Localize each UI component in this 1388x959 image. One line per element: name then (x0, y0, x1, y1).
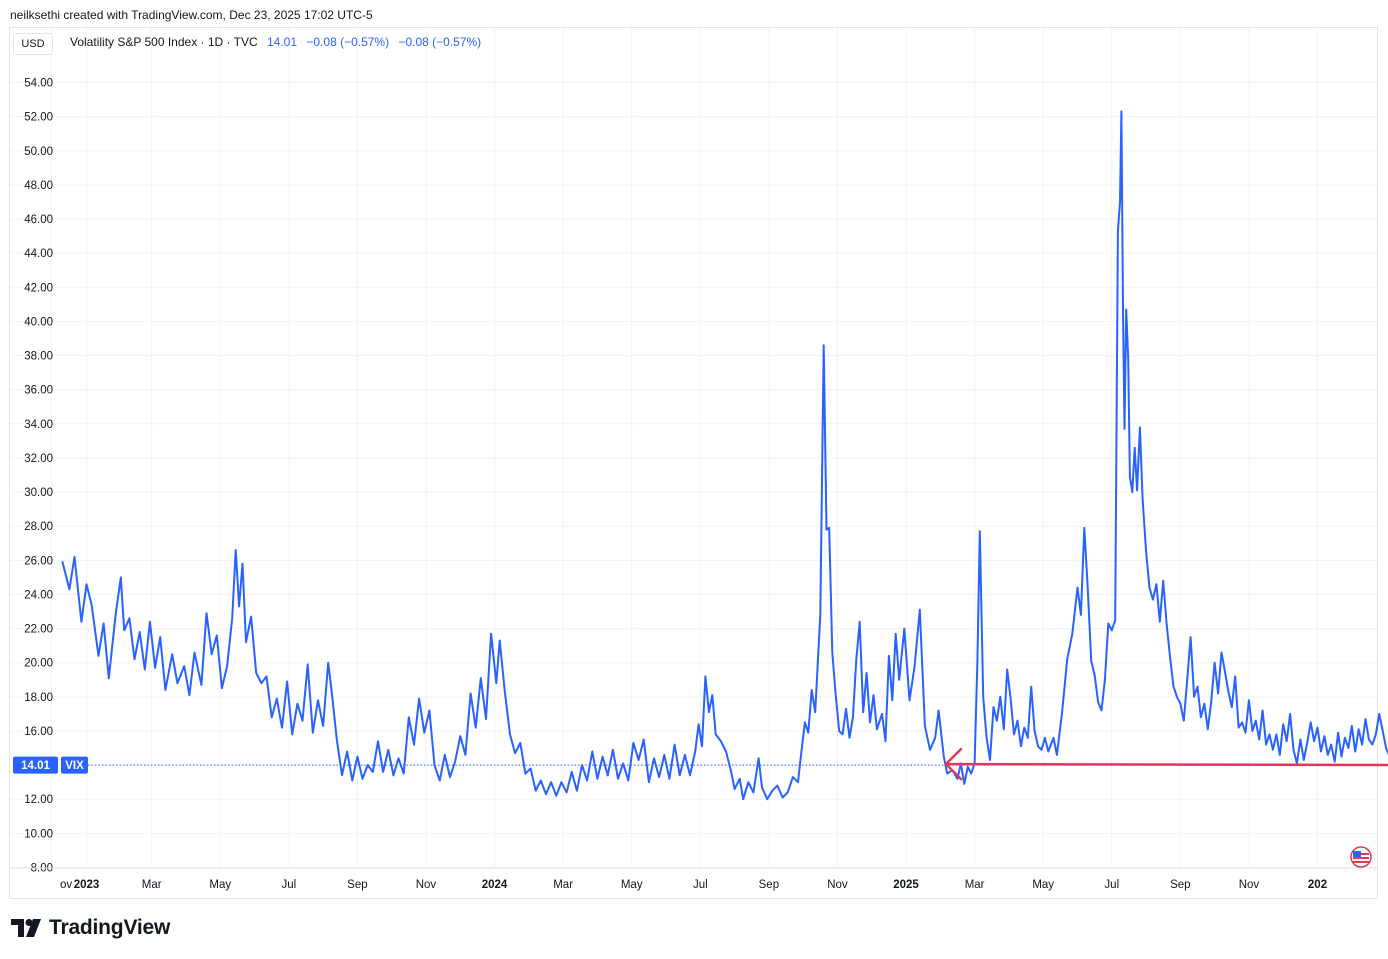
x-tick-label: May (1032, 879, 1054, 891)
y-tick-label: 18.00 (24, 692, 53, 704)
x-tick-label: 202 (1308, 879, 1327, 891)
y-tick-label: 34.00 (24, 419, 53, 431)
y-tick-label: 16.00 (24, 726, 53, 738)
tradingview-wordmark: TradingView (49, 916, 171, 939)
legend-change-1: −0.08 (−0.57%) (306, 35, 390, 49)
y-tick-label: 22.00 (24, 624, 53, 636)
us-flag-icon[interactable] (1350, 846, 1372, 868)
legend-symbol: Volatility S&P 500 Index · 1D · TVC (70, 35, 258, 49)
y-tick-label: 40.00 (24, 316, 53, 328)
price-axis: 8.0010.0012.0014.0016.0018.0020.0022.002… (24, 78, 53, 875)
x-tick-label: Jul (693, 879, 708, 891)
grid-layer (10, 28, 1377, 868)
x-tick-label: Mar (553, 879, 573, 891)
y-tick-label: 28.00 (24, 521, 53, 533)
x-tick-label: Sep (347, 879, 367, 891)
x-tick-label: 2025 (893, 879, 919, 891)
y-tick-label: 46.00 (24, 214, 53, 226)
arrow-head (944, 747, 963, 781)
chart-frame (9, 27, 1378, 899)
y-tick-label: 48.00 (24, 180, 53, 192)
y-tick-label: 24.00 (24, 589, 53, 601)
y-tick-label: 38.00 (24, 351, 53, 363)
y-tick-label: 52.00 (24, 112, 53, 124)
last-price-value: 14.01 (21, 760, 50, 772)
x-tick-label: Nov (1239, 879, 1260, 891)
y-tick-label: 10.00 (24, 828, 53, 840)
x-tick-label: May (621, 879, 643, 891)
y-tick-label: 20.00 (24, 658, 53, 670)
vix-series-line (61, 110, 1388, 801)
x-tick-label: Mar (142, 879, 162, 891)
x-tick-label: Mar (965, 879, 985, 891)
x-tick-label: Jul (281, 879, 296, 891)
x-tick-label: Nov (416, 879, 437, 891)
tradingview-logo[interactable]: TradingView (11, 916, 170, 940)
y-tick-label: 50.00 (24, 146, 53, 158)
y-tick-label: 30.00 (24, 487, 53, 499)
y-tick-label: 44.00 (24, 248, 53, 260)
arrow-annotation (944, 747, 1388, 781)
y-tick-label: 36.00 (24, 385, 53, 397)
y-tick-label: 26.00 (24, 555, 53, 567)
x-tick-label: May (209, 879, 231, 891)
time-axis: ov 2023 Mar May Jul Sep Nov 2024 Mar May Jul Sep Nov… (10, 867, 1377, 891)
chart-credit: neilksethi created with TradingView.com,… (10, 8, 373, 22)
symbol-legend[interactable]: Volatility S&P 500 Index · 1D · TVC 14.0… (70, 35, 481, 49)
legend-last-value: 14.01 (267, 35, 298, 49)
x-tick-label: Jul (1104, 879, 1119, 891)
last-price-ticker: VIX (65, 760, 84, 772)
x-tick-label: ov (60, 879, 72, 891)
y-tick-label: 42.00 (24, 282, 53, 294)
x-tick-label: 2024 (482, 879, 508, 891)
y-tick-label: 12.00 (24, 794, 53, 806)
tradingview-logo-icon (11, 919, 41, 937)
x-tick-label: Sep (759, 879, 779, 891)
last-price-ticker-bg (61, 756, 88, 774)
x-tick-label: Nov (827, 879, 848, 891)
y-tick-label: 32.00 (24, 453, 53, 465)
y-tick-label: 54.00 (24, 78, 53, 90)
last-price-value-bg (13, 756, 58, 774)
x-tick-label: Sep (1170, 879, 1190, 891)
x-tick-label: 2023 (74, 879, 100, 891)
arrow-shaft (945, 762, 1388, 767)
last-price-badge: 14.01 VIX (13, 756, 88, 774)
currency-selector[interactable]: USD (13, 33, 53, 55)
legend-change-2: −0.08 (−0.57%) (398, 35, 482, 49)
